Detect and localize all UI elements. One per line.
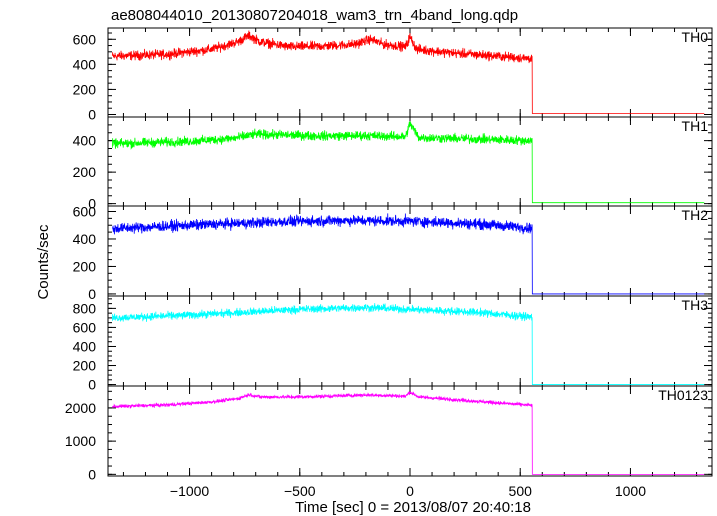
chart-title: ae808044010_20130807204018_wam3_trn_4ban… [111,7,518,24]
series-th2-line [112,213,705,295]
y-tick-label: 400 [73,133,97,149]
y-axis-label: Counts/sec [35,224,52,300]
panel-th2: 0 200 400 600 TH2 [73,203,713,302]
x-tick-label: 0 [406,483,414,499]
panel-frame [107,116,713,207]
panel-label: TH2 [682,207,709,223]
panel-frame [107,27,713,118]
series-th0-line [112,30,705,114]
panel-th3: 0 200 400 600 800 TH3 [73,295,713,393]
panel-label: TH0 [682,29,709,45]
y-tick-label: 400 [73,338,97,354]
y-tick-label: 0 [88,377,96,393]
x-tick-label: −500 [284,483,316,499]
panel-label: TH1 [682,118,709,134]
x-tick-label: −1000 [170,483,210,499]
y-tick-label: 200 [73,258,97,274]
y-tick-label: 200 [73,81,97,97]
panel-label: TH3 [682,297,709,313]
y-tick-label: 2000 [65,400,96,416]
y-tick-label: 0 [88,286,96,302]
x-axis-label: Time [sec] 0 = 2013/08/07 20:40:18 [295,499,531,516]
y-tick-label: 400 [73,231,97,247]
y-tick-label: 1000 [65,433,96,449]
x-tick-label: 1000 [615,483,646,499]
y-tick-label: 200 [73,358,97,374]
panels: 0 200 400 600 TH0 0 200 400 TH1 0 200 400 600 TH2 0 200… [65,27,713,482]
y-tick-label: 400 [73,56,97,72]
y-tick-label: 0 [88,106,96,122]
series-th3-line [112,303,705,385]
panel-th0: 0 200 400 600 TH0 [73,27,713,122]
y-tick-label: 0 [88,466,96,482]
y-tick-label: 600 [73,319,97,335]
panel-label: TH0123 [658,387,708,403]
y-tick-label: 600 [73,31,97,47]
y-tick-label: 0 [88,196,96,212]
series-th0123-line [112,390,705,475]
series-th1-line [112,121,705,204]
y-tick-label: 200 [73,164,97,180]
y-tick-label: 600 [73,203,97,219]
panel-th1: 0 200 400 TH1 [73,116,713,212]
panel-frame [107,385,713,477]
x-tick-label: 500 [509,483,533,499]
x-axis: −1000 −500 0 500 1000 [170,483,646,499]
panel-th0123: 0 1000 2000 TH0123 [65,385,713,482]
y-tick-label: 800 [73,300,97,316]
